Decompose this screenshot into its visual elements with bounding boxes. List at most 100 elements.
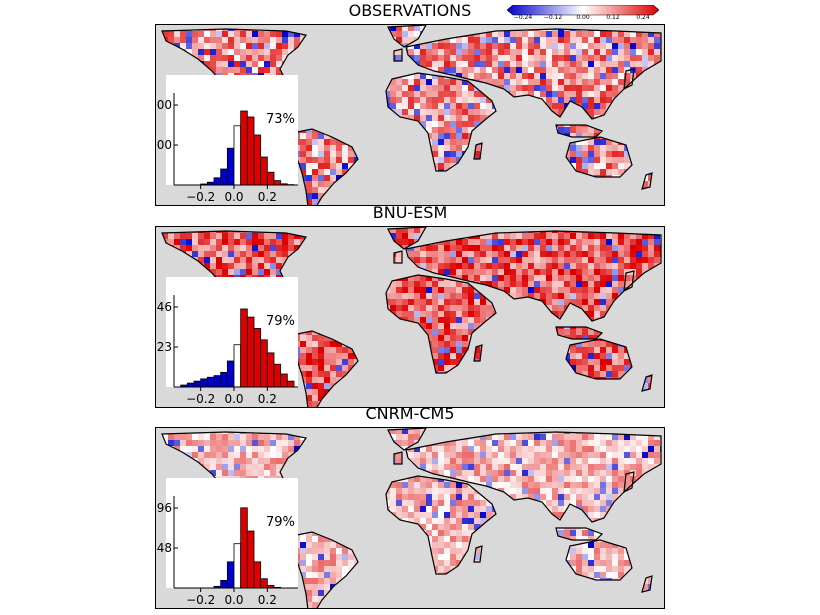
grid-cell xyxy=(642,31,648,37)
grid-cell xyxy=(612,275,618,281)
grid-cell xyxy=(510,287,516,293)
grid-cell xyxy=(282,269,288,275)
grid-cell xyxy=(348,323,354,329)
grid-cell xyxy=(468,269,474,275)
grid-cell xyxy=(540,269,546,275)
grid-cell xyxy=(642,151,648,157)
grid-cell xyxy=(462,293,468,299)
grid-cell xyxy=(204,43,210,49)
grid-cell xyxy=(558,311,564,317)
grid-cell xyxy=(582,175,588,181)
grid-cell xyxy=(588,133,594,139)
grid-cell xyxy=(366,359,372,365)
grid-cell xyxy=(462,133,468,139)
grid-cell xyxy=(276,251,282,257)
grid-cell xyxy=(648,73,654,79)
grid-cell xyxy=(510,37,516,43)
grid-cell xyxy=(660,25,661,31)
grid-cell xyxy=(510,251,516,257)
grid-cell xyxy=(474,383,480,389)
grid-cell xyxy=(510,163,516,169)
grid-cell xyxy=(354,79,360,85)
grid-cell xyxy=(636,175,642,181)
grid-cell xyxy=(492,281,498,287)
grid-cell xyxy=(636,317,642,323)
grid-cell xyxy=(462,127,468,133)
grid-cell xyxy=(612,257,618,263)
grid-cell xyxy=(336,37,342,43)
grid-cell xyxy=(480,109,486,115)
grid-cell xyxy=(444,299,450,305)
grid-cell xyxy=(606,239,612,245)
grid-cell xyxy=(504,151,510,157)
grid-cell xyxy=(474,37,480,43)
grid-cell xyxy=(480,127,486,133)
grid-cell xyxy=(636,353,642,359)
grid-cell xyxy=(642,365,648,371)
grid-cell xyxy=(456,67,462,73)
grid-cell xyxy=(486,257,492,263)
grid-cell xyxy=(378,263,384,269)
grid-cell xyxy=(492,151,498,157)
grid-cell xyxy=(180,269,186,275)
grid-cell xyxy=(552,341,558,347)
grid-cell xyxy=(642,323,648,329)
grid-cell xyxy=(642,37,648,43)
grid-cell xyxy=(606,169,612,175)
grid-cell xyxy=(336,169,342,175)
grid-cell xyxy=(522,43,528,49)
grid-cell xyxy=(588,347,594,353)
grid-cell xyxy=(510,133,516,139)
grid-cell xyxy=(324,365,330,371)
grid-cell xyxy=(246,233,252,239)
grid-cell xyxy=(414,157,420,163)
grid-cell xyxy=(342,311,348,317)
grid-cell xyxy=(330,299,336,305)
grid-cell xyxy=(534,251,540,257)
grid-cell xyxy=(258,233,264,239)
grid-cell xyxy=(642,263,648,269)
grid-cell xyxy=(510,115,516,121)
grid-cell xyxy=(378,73,384,79)
grid-cell xyxy=(654,311,660,317)
grid-cell xyxy=(462,97,468,103)
grid-cell xyxy=(642,55,648,61)
grid-cell xyxy=(600,151,606,157)
map-panel-bnu-esm: 246123−0.20.00.279% xyxy=(155,226,665,408)
grid-cell xyxy=(228,61,234,67)
grid-cell xyxy=(408,175,414,181)
grid-cell xyxy=(360,245,366,251)
histogram-x-tick-label: 0.2 xyxy=(258,190,277,204)
grid-cell xyxy=(516,317,522,323)
grid-cell xyxy=(582,377,588,383)
grid-cell xyxy=(558,323,564,329)
grid-cell xyxy=(378,329,384,335)
grid-cell xyxy=(654,193,660,199)
grid-cell xyxy=(510,293,516,299)
grid-cell xyxy=(660,359,661,365)
grid-cell xyxy=(516,121,522,127)
grid-cell xyxy=(558,145,564,151)
grid-cell xyxy=(576,245,582,251)
grid-cell xyxy=(390,175,396,181)
grid-cell xyxy=(552,103,558,109)
grid-cell xyxy=(624,61,630,67)
grid-cell xyxy=(456,151,462,157)
grid-cell xyxy=(318,187,324,193)
coastline xyxy=(291,128,359,205)
grid-cell xyxy=(450,61,456,67)
grid-cell xyxy=(216,269,222,275)
grid-cell xyxy=(654,365,660,371)
grid-cell xyxy=(498,79,504,85)
grid-cell xyxy=(636,109,642,115)
grid-cell xyxy=(534,317,540,323)
grid-cell xyxy=(546,239,552,245)
grid-cell xyxy=(180,37,186,43)
grid-cell xyxy=(384,263,390,269)
grid-cell xyxy=(528,91,534,97)
grid-cell xyxy=(594,353,600,359)
grid-cell xyxy=(378,383,384,389)
grid-cell xyxy=(498,275,504,281)
grid-cell xyxy=(306,91,312,97)
grid-cell xyxy=(534,43,540,49)
